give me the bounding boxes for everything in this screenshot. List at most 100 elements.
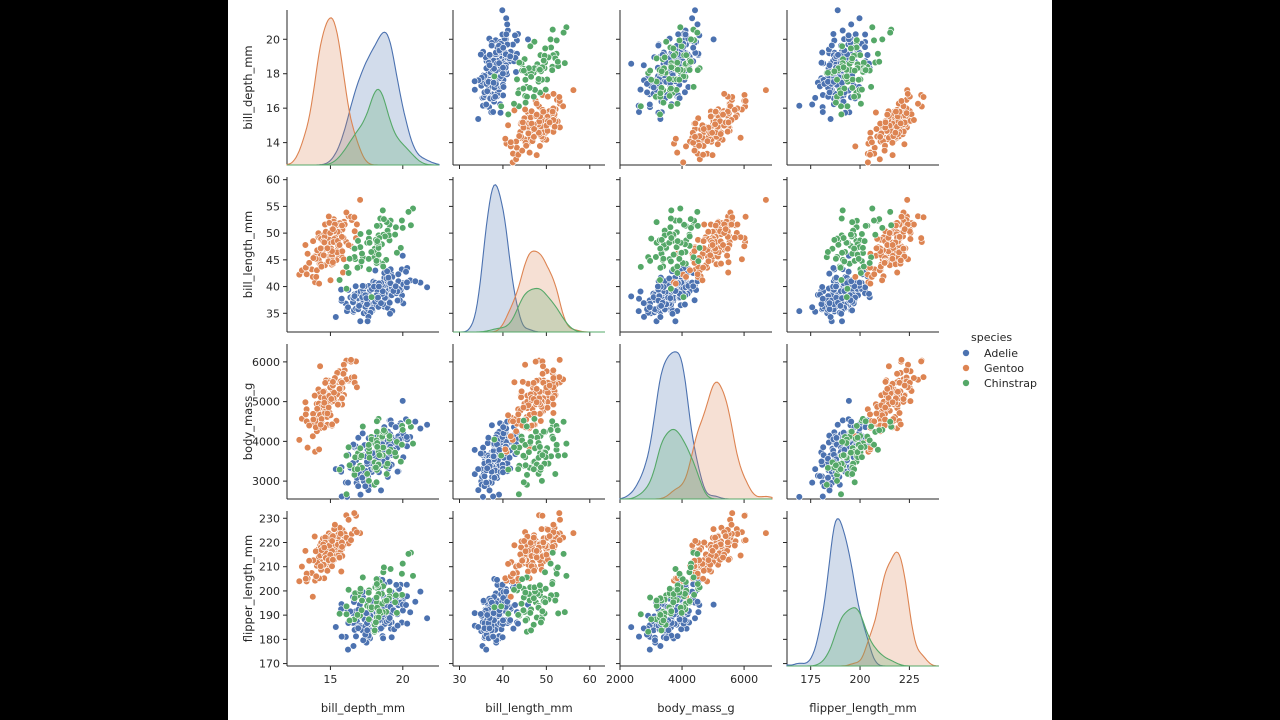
point-chinstrap: [853, 36, 861, 44]
point-chinstrap: [675, 216, 684, 225]
legend-label-adelie: Adelie: [984, 347, 1018, 360]
point-chinstrap: [519, 84, 528, 93]
y-tick-label: 35: [266, 307, 280, 320]
point-adelie: [371, 266, 379, 275]
point-chinstrap: [836, 264, 845, 272]
point-adelie: [671, 317, 680, 325]
point-chinstrap: [554, 563, 562, 572]
point-adelie: [485, 61, 494, 69]
point-adelie: [825, 61, 834, 69]
point-chinstrap: [690, 83, 698, 91]
point-gentoo: [555, 509, 563, 517]
point-chinstrap: [673, 58, 681, 67]
point-chinstrap: [687, 35, 695, 44]
point-adelie: [861, 43, 869, 51]
point-chinstrap: [669, 44, 677, 53]
point-adelie: [392, 423, 400, 431]
point-gentoo: [888, 255, 897, 263]
point-adelie: [818, 283, 826, 291]
point-adelie: [489, 492, 497, 501]
point-gentoo: [872, 125, 881, 133]
point-gentoo: [895, 409, 904, 417]
point-gentoo: [328, 537, 336, 545]
point-adelie: [795, 493, 803, 501]
point-chinstrap: [667, 234, 675, 242]
point-adelie: [416, 424, 424, 433]
point-adelie: [829, 30, 838, 38]
point-chinstrap: [847, 44, 855, 53]
point-gentoo: [339, 370, 347, 378]
point-gentoo: [353, 528, 361, 536]
point-chinstrap: [393, 609, 401, 617]
point-chinstrap: [832, 461, 840, 469]
point-gentoo: [892, 107, 900, 116]
point-gentoo: [539, 538, 547, 547]
point-chinstrap: [525, 448, 533, 456]
point-gentoo: [320, 543, 328, 552]
point-gentoo: [518, 557, 526, 565]
point-adelie: [411, 598, 419, 606]
point-chinstrap: [878, 35, 886, 44]
point-gentoo: [329, 258, 337, 266]
point-adelie: [377, 624, 385, 633]
point-chinstrap: [522, 616, 530, 625]
point-chinstrap: [833, 477, 841, 485]
point-chinstrap: [694, 222, 702, 230]
point-chinstrap: [359, 422, 367, 431]
point-gentoo: [731, 234, 739, 242]
point-chinstrap: [356, 444, 364, 452]
point-gentoo: [903, 196, 911, 204]
point-gentoo: [530, 379, 538, 387]
point-chinstrap: [855, 76, 863, 84]
point-adelie: [484, 434, 493, 442]
point-adelie: [474, 115, 482, 123]
y-axis-label-bill-length-mm: bill_length_mm: [241, 211, 255, 298]
point-adelie: [819, 443, 827, 451]
point-gentoo: [549, 400, 558, 409]
point-chinstrap: [847, 449, 855, 457]
point-adelie: [392, 282, 400, 290]
point-gentoo: [851, 142, 859, 150]
point-chinstrap: [514, 611, 522, 619]
point-gentoo: [539, 108, 547, 116]
point-chinstrap: [514, 89, 522, 97]
point-adelie: [808, 479, 816, 487]
point-chinstrap: [661, 53, 669, 62]
point-chinstrap: [832, 255, 840, 263]
point-gentoo: [353, 220, 361, 228]
point-chinstrap: [335, 610, 344, 618]
point-chinstrap: [521, 76, 530, 84]
point-adelie: [852, 30, 860, 38]
y-tick-label: 20: [266, 33, 280, 46]
y-tick-label: 60: [266, 174, 280, 187]
point-gentoo: [521, 361, 529, 369]
point-chinstrap: [690, 253, 698, 261]
point-gentoo: [353, 383, 361, 391]
point-gentoo: [724, 538, 732, 547]
point-chinstrap: [667, 607, 675, 615]
point-chinstrap: [666, 92, 674, 100]
point-adelie: [352, 632, 360, 641]
point-adelie: [666, 294, 674, 302]
point-chinstrap: [857, 443, 865, 451]
point-adelie: [819, 108, 827, 116]
point-gentoo: [556, 536, 564, 544]
point-chinstrap: [553, 36, 561, 45]
point-chinstrap: [409, 572, 417, 580]
point-gentoo: [518, 147, 526, 155]
point-gentoo: [350, 509, 358, 517]
point-gentoo: [549, 366, 557, 375]
point-gentoo: [510, 378, 519, 386]
point-gentoo: [507, 138, 515, 146]
point-gentoo: [719, 110, 727, 119]
point-gentoo: [519, 118, 527, 126]
point-gentoo: [556, 516, 564, 524]
point-gentoo: [917, 234, 925, 242]
point-chinstrap: [886, 418, 894, 426]
point-adelie: [646, 100, 654, 109]
point-chinstrap: [383, 596, 391, 605]
point-adelie: [636, 85, 645, 94]
point-gentoo: [316, 362, 324, 370]
x-tick-label: 20: [396, 673, 410, 686]
point-chinstrap: [521, 588, 530, 597]
